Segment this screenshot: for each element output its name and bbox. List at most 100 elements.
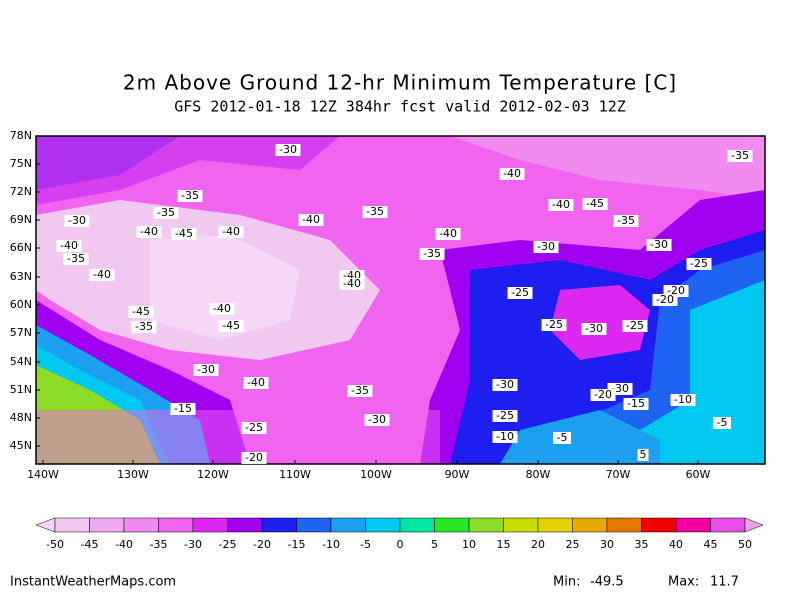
contour-label: -45 <box>132 305 150 318</box>
colorbar-box <box>330 517 366 533</box>
contour-label: -30 <box>368 413 386 426</box>
colorbar-label: 35 <box>635 538 649 551</box>
contour-label-box <box>153 207 179 219</box>
contour-label-box <box>419 248 445 260</box>
contour-label: -40 <box>93 268 111 281</box>
map-frame <box>35 135 766 465</box>
contour-label-box <box>670 394 696 406</box>
contour-label-box <box>56 240 82 252</box>
contour-label-box <box>590 389 616 401</box>
colorbar-box <box>572 517 608 533</box>
contour-label-box <box>541 319 567 331</box>
contour-label: -35 <box>157 206 175 219</box>
contour-label-box <box>275 144 301 156</box>
colorbar-box <box>641 517 677 533</box>
colorbar-low-end <box>35 517 56 533</box>
colorbar-label: 20 <box>531 538 545 551</box>
contour-label: -40 <box>213 302 231 315</box>
contour-label: -25 <box>245 421 263 434</box>
contour-label: -15 <box>174 402 192 415</box>
contour-label: -10 <box>496 430 514 443</box>
contour-label-box <box>131 321 157 333</box>
contour-label: -20 <box>594 388 612 401</box>
contour-label-box <box>347 385 373 397</box>
contour-label-box <box>364 414 390 426</box>
contour-label-box <box>362 206 388 218</box>
colorbar-label: -35 <box>150 538 168 551</box>
contour-label: -25 <box>626 319 644 332</box>
contour-label-box <box>613 215 639 227</box>
contour-label-box <box>193 364 219 376</box>
contour-label-box <box>89 269 115 281</box>
contour-label-box <box>581 323 607 335</box>
latitude-label: 48N <box>10 411 32 424</box>
latitude-label: 72N <box>10 185 32 198</box>
colorbar-box <box>434 517 470 533</box>
contour-label: -30 <box>68 214 86 227</box>
contour-label-box <box>622 320 648 332</box>
contour-label: -35 <box>366 205 384 218</box>
colorbar-label: 45 <box>704 538 718 551</box>
max-value: 11.7 <box>710 575 739 590</box>
max-label: Max: <box>668 575 699 590</box>
contour-label: -45 <box>586 197 604 210</box>
contour-label: -40 <box>222 225 240 238</box>
contour-label: -30 <box>279 143 297 156</box>
contour-label: -40 <box>503 167 521 180</box>
colorbar-box <box>54 517 90 533</box>
colorbar-label: 25 <box>566 538 580 551</box>
contour-label: -30 <box>585 322 603 335</box>
longitude-label: 130W <box>117 468 149 481</box>
contour-label: -40 <box>60 239 78 252</box>
contour-label: -25 <box>690 257 708 270</box>
longitude-label: 60W <box>686 468 711 481</box>
contour-label: -25 <box>511 286 529 299</box>
contour-label: -35 <box>617 214 635 227</box>
contour-label-box <box>623 398 649 410</box>
colorbar-box <box>399 517 435 533</box>
contour-label: -35 <box>731 149 749 162</box>
colorbar-label: 15 <box>497 538 511 551</box>
contour-label-box <box>339 278 365 290</box>
contour-label: -30 <box>197 363 215 376</box>
contour-label: -45 <box>222 319 240 332</box>
latitude-label: 63N <box>10 270 32 283</box>
contour-label-box <box>686 258 712 270</box>
colorbar-box <box>468 517 504 533</box>
contour-label-box <box>63 253 89 265</box>
colorbar-box <box>710 517 746 533</box>
longitude-label: 100W <box>360 468 392 481</box>
colorbar-box <box>158 517 194 533</box>
source-credit: InstantWeatherMaps.com <box>10 575 176 590</box>
colorbar-box <box>123 517 159 533</box>
colorbar-label: -25 <box>219 538 237 551</box>
contour-label: -20 <box>667 284 685 297</box>
contour-label-box <box>492 410 518 422</box>
contour-label: -30 <box>650 238 668 251</box>
colorbar-box <box>537 517 573 533</box>
contour-label: -30 <box>537 240 555 253</box>
contour-label: -40 <box>439 227 457 240</box>
contour-label-box <box>582 198 608 210</box>
contour-label: -5 <box>557 431 568 444</box>
longitude-label: 120W <box>197 468 229 481</box>
contour-label: -40 <box>140 225 158 238</box>
contour-label-box <box>218 226 244 238</box>
contour-label: -20 <box>656 293 674 306</box>
contour-label: -20 <box>245 451 263 464</box>
contour-label-box <box>177 190 203 202</box>
latitude-label: 51N <box>10 383 32 396</box>
latitude-label: 66N <box>10 241 32 254</box>
contour-label-box <box>171 228 197 240</box>
longitude-label: 80W <box>526 468 551 481</box>
contour-label: 5 <box>640 448 647 461</box>
contour-label-box <box>243 377 269 389</box>
contour-label: -10 <box>674 393 692 406</box>
colorbar-label: 50 <box>738 538 752 551</box>
longitude-label: 140W <box>27 468 59 481</box>
colorbar-box <box>261 517 297 533</box>
contour-label-box <box>218 320 244 332</box>
longitude-label: 70W <box>606 468 631 481</box>
contour-label: -25 <box>545 318 563 331</box>
